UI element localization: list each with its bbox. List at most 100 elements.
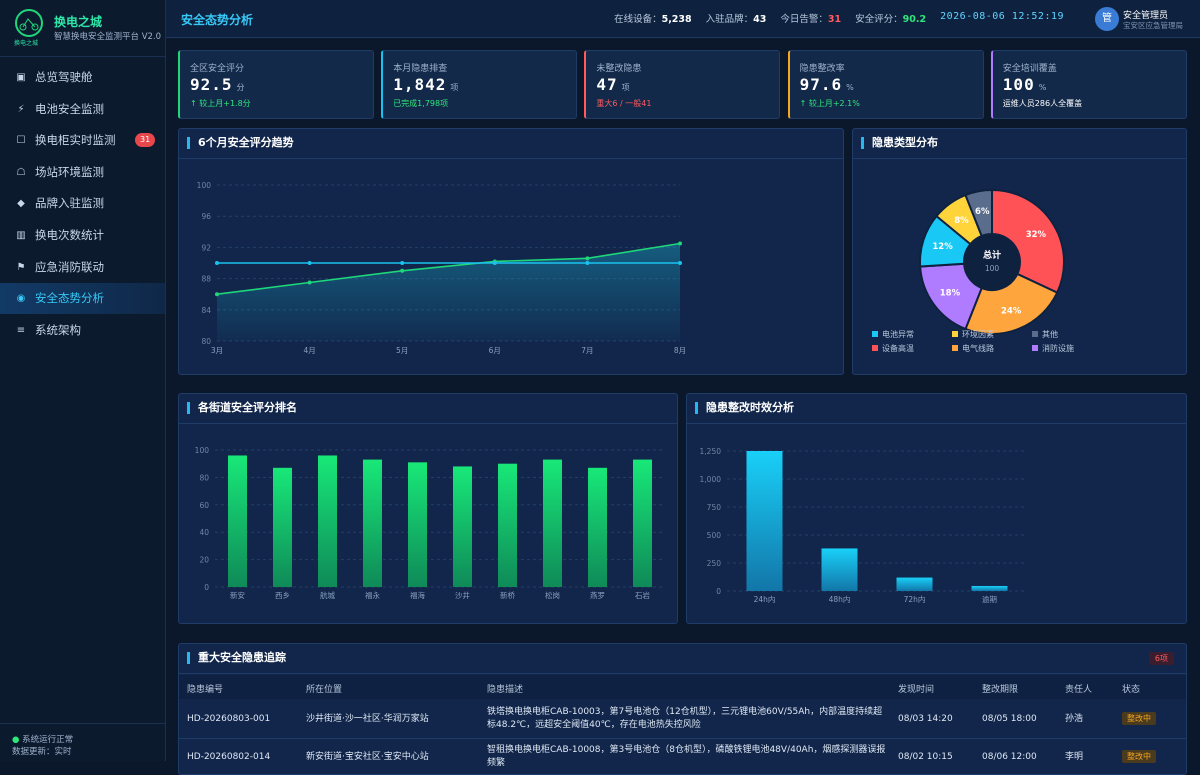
nav-item[interactable]: ◉ 安全态势分析	[0, 283, 165, 315]
kpi-unit: 项	[450, 83, 459, 92]
kpi-value-row: 92.5 分	[190, 75, 245, 94]
nav-item[interactable]: ▣ 总览驾驶舱	[0, 62, 165, 93]
cell: 沙井街道·沙一社区·华润万家站	[306, 714, 429, 724]
y-tick-label: 100	[197, 181, 212, 190]
bar-chart: 0 20 40 60 80 100 新安 西乡 航城 福永 福海 沙井 新桥 松岗 燕罗 石岩	[195, 446, 665, 600]
kpi-label: 本月隐患排查	[393, 64, 448, 74]
table-panel: 重大安全隐患追踪 6项 隐患编号 所在位置 隐患描述 发现时间 整改期限 责任人 状态 HD-…	[178, 643, 1187, 775]
nav-icon: ⚡	[17, 103, 25, 115]
header: 安全态势分析 在线设备：5,238 入驻品牌：43 今日告警：31 安全评分：90.2…	[166, 0, 1200, 38]
kpi-value: 1,842	[393, 75, 447, 94]
slice-label: 12%	[932, 242, 953, 252]
nav-item[interactable]: ◆ 品牌入驻监测	[0, 188, 165, 219]
nav-item[interactable]: ☖ 场站环境监测	[0, 157, 165, 188]
x-tick-label: 航城	[320, 590, 335, 600]
nav-item[interactable]: ☐ 换电柜实时监测 31	[0, 125, 165, 156]
bar-chart: 0 250 500 750 1,000 1,250 24h内 48h内 72h内 逾期	[700, 447, 1027, 604]
nav-item[interactable]: ⚑ 应急消防联动	[0, 252, 165, 283]
kpi-value-row: 97.6%	[800, 75, 854, 94]
slice-label: 8%	[954, 216, 969, 226]
cell: 08/05 18:00	[982, 714, 1037, 724]
bar	[971, 585, 1008, 591]
x-tick-label: 石岩	[635, 590, 650, 600]
kpi-note: 重大6 / 一般41	[596, 99, 652, 108]
stat-label: 安全评分：	[855, 14, 903, 25]
y-tick-label: 250	[707, 559, 722, 568]
nav-item[interactable]: ⚡ 电池安全监测	[0, 94, 165, 125]
kpi-unit: 项	[621, 83, 630, 92]
y-tick-label: 750	[707, 503, 722, 512]
header-stats: 在线设备：5,238 入驻品牌：43 今日告警：31 安全评分：90.2 2026-08…	[614, 11, 1064, 25]
user-name[interactable]: 安全管理员	[1123, 11, 1169, 21]
nav-label: 系统架构	[35, 322, 81, 337]
app-title: 换电之城	[54, 15, 103, 29]
status-badge: 整改中	[1122, 750, 1156, 763]
user-org: 宝安区应急管理局	[1123, 21, 1183, 30]
kpi-value-row: 47 项	[596, 75, 629, 94]
point	[678, 241, 682, 246]
y-tick-label: 80	[199, 473, 209, 482]
status-text: 系统运行正常	[22, 735, 74, 745]
legend-label: 消防设施	[1042, 343, 1074, 353]
bar	[896, 577, 933, 591]
cell: 李明	[1065, 752, 1084, 762]
point	[215, 292, 219, 297]
y-tick-label: 1,250	[700, 447, 722, 456]
bar	[453, 466, 472, 587]
slice	[964, 188, 993, 238]
legend-swatch	[1032, 331, 1038, 337]
x-tick-label: 沙井	[455, 590, 470, 600]
cell: 08/02 10:15	[898, 752, 953, 762]
x-tick-label: 新桥	[500, 590, 515, 600]
kpi-note: 已完成1,798项	[393, 99, 449, 108]
legend-swatch	[952, 345, 958, 351]
x-tick-label: 8月	[674, 346, 686, 355]
point	[400, 268, 405, 273]
cell: HD-20260802-014	[187, 752, 271, 762]
slice-label: 6%	[975, 207, 990, 217]
cell: 铁塔换电换电柜CAB-10003，第7号电池仓（12仓机型），三元锂电池60V/…	[487, 707, 883, 730]
point	[585, 256, 590, 261]
kpi-label: 未整改隐患	[596, 64, 642, 74]
nav-label: 换电次数统计	[35, 228, 104, 242]
panel-title: 各街道安全评分排名	[187, 402, 297, 414]
nav-item[interactable]: ≡ 系统架构	[0, 315, 165, 346]
x-tick-label: 新安	[230, 590, 245, 600]
bar	[363, 459, 382, 587]
legend-swatch	[872, 331, 878, 337]
kpi-value: 47	[596, 75, 618, 94]
slice-label: 24%	[1001, 306, 1022, 316]
point	[678, 261, 682, 265]
bar	[318, 455, 337, 587]
nav-icon: ▥	[16, 230, 26, 241]
divider	[687, 423, 1186, 424]
nav-item[interactable]: ▥ 换电次数统计	[0, 220, 165, 251]
x-tick-label: 福海	[410, 590, 425, 600]
point	[400, 261, 405, 265]
kpi-card: 全区安全评分 92.5 分 ↑ 较上月+1.8分	[178, 50, 374, 119]
cell: 08/03 14:20	[898, 714, 953, 724]
legend-label: 环境因素	[962, 329, 994, 339]
slice	[964, 272, 1059, 335]
y-tick-label: 0	[204, 583, 209, 592]
kpi-card: 隐患整改率 97.6% ↑ 较上月+2.1%	[787, 50, 984, 119]
stat: 入驻品牌：43	[706, 11, 767, 25]
stat: 今日告警：31	[780, 11, 841, 25]
pie-chart: 32% 设备高温 24% 电气线路 18% 消防设施 12% 电池异常 8% 环境因素 6% 其他 总计…	[872, 188, 1074, 353]
y-tick-label: 100	[195, 446, 210, 455]
kpi-label: 全区安全评分	[190, 64, 245, 74]
bar	[588, 467, 607, 587]
kpi-value-row: 100%	[1003, 75, 1047, 94]
row-divider	[179, 738, 1186, 739]
y-tick-label: 20	[199, 556, 209, 565]
bar	[408, 462, 427, 587]
y-tick-label: 0	[716, 587, 721, 596]
x-tick-label: 3月	[211, 346, 223, 355]
legend-label: 其他	[1042, 329, 1058, 339]
nav-badge: 31	[135, 133, 156, 148]
kpi-card: 未整改隐患 47 项重大6 / 一般41	[584, 50, 781, 119]
bar-panel: 隐患整改时效分析 0 250 500 750 1,000 1,250 24h内 48h内 72h…	[686, 393, 1187, 624]
y-tick-label: 92	[201, 243, 211, 252]
avatar[interactable]: 管	[1095, 7, 1119, 31]
